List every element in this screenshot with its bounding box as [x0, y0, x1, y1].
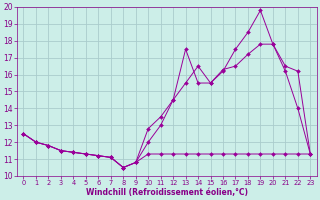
X-axis label: Windchill (Refroidissement éolien,°C): Windchill (Refroidissement éolien,°C) — [86, 188, 248, 197]
